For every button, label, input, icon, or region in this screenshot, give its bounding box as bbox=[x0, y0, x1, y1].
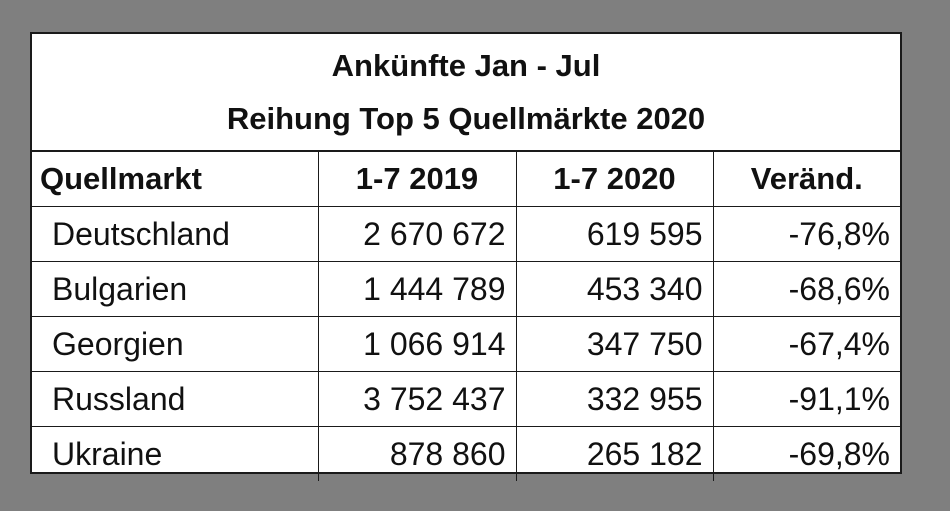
cell-2019: 878 860 bbox=[317, 426, 517, 481]
cell-2020: 347 750 bbox=[515, 316, 714, 372]
cell-2019: 2 670 672 bbox=[317, 206, 517, 262]
cell-change: -68,6% bbox=[712, 261, 900, 317]
table-row: Russland 3 752 437 332 955 -91,1% bbox=[32, 371, 900, 427]
data-table: Quellmarkt 1-7 2019 1-7 2020 Veränd. Deu… bbox=[32, 150, 900, 481]
table-row: Georgien 1 066 914 347 750 -67,4% bbox=[32, 316, 900, 372]
table-row: Deutschland 2 670 672 619 595 -76,8% bbox=[32, 206, 900, 262]
cell-change: -76,8% bbox=[712, 206, 900, 262]
chart-subtitle: Reihung Top 5 Quellmärkte 2020 bbox=[226, 101, 706, 136]
cell-market: Bulgarien bbox=[32, 261, 319, 317]
cell-market: Ukraine bbox=[32, 426, 319, 481]
cell-change: -67,4% bbox=[712, 316, 900, 372]
cell-2020: 619 595 bbox=[515, 206, 714, 262]
chart-title: Ankünfte Jan - Jul bbox=[331, 48, 601, 83]
cell-2020: 332 955 bbox=[515, 371, 714, 427]
cell-market: Deutschland bbox=[32, 206, 319, 262]
cell-2019: 3 752 437 bbox=[317, 371, 517, 427]
table-sheet: Ankünfte Jan - Jul Reihung Top 5 Quellmä… bbox=[30, 32, 902, 481]
column-header-2020: 1-7 2020 bbox=[515, 150, 714, 207]
column-header-market: Quellmarkt bbox=[32, 150, 319, 207]
cell-2019: 1 444 789 bbox=[317, 261, 517, 317]
title-block: Ankünfte Jan - Jul Reihung Top 5 Quellmä… bbox=[32, 34, 900, 150]
table-row: Ukraine 878 860 265 182 -69,8% bbox=[32, 426, 900, 481]
table-row: Bulgarien 1 444 789 453 340 -68,6% bbox=[32, 261, 900, 317]
cell-market: Russland bbox=[32, 371, 319, 427]
cell-market: Georgien bbox=[32, 316, 319, 372]
cell-change: -69,8% bbox=[712, 426, 900, 481]
column-header-2019: 1-7 2019 bbox=[317, 150, 517, 207]
column-header-change: Veränd. bbox=[712, 150, 900, 207]
cell-change: -91,1% bbox=[712, 371, 900, 427]
header-row: Quellmarkt 1-7 2019 1-7 2020 Veränd. bbox=[32, 150, 900, 207]
cell-2020: 265 182 bbox=[515, 426, 714, 481]
cell-2020: 453 340 bbox=[515, 261, 714, 317]
cell-2019: 1 066 914 bbox=[317, 316, 517, 372]
